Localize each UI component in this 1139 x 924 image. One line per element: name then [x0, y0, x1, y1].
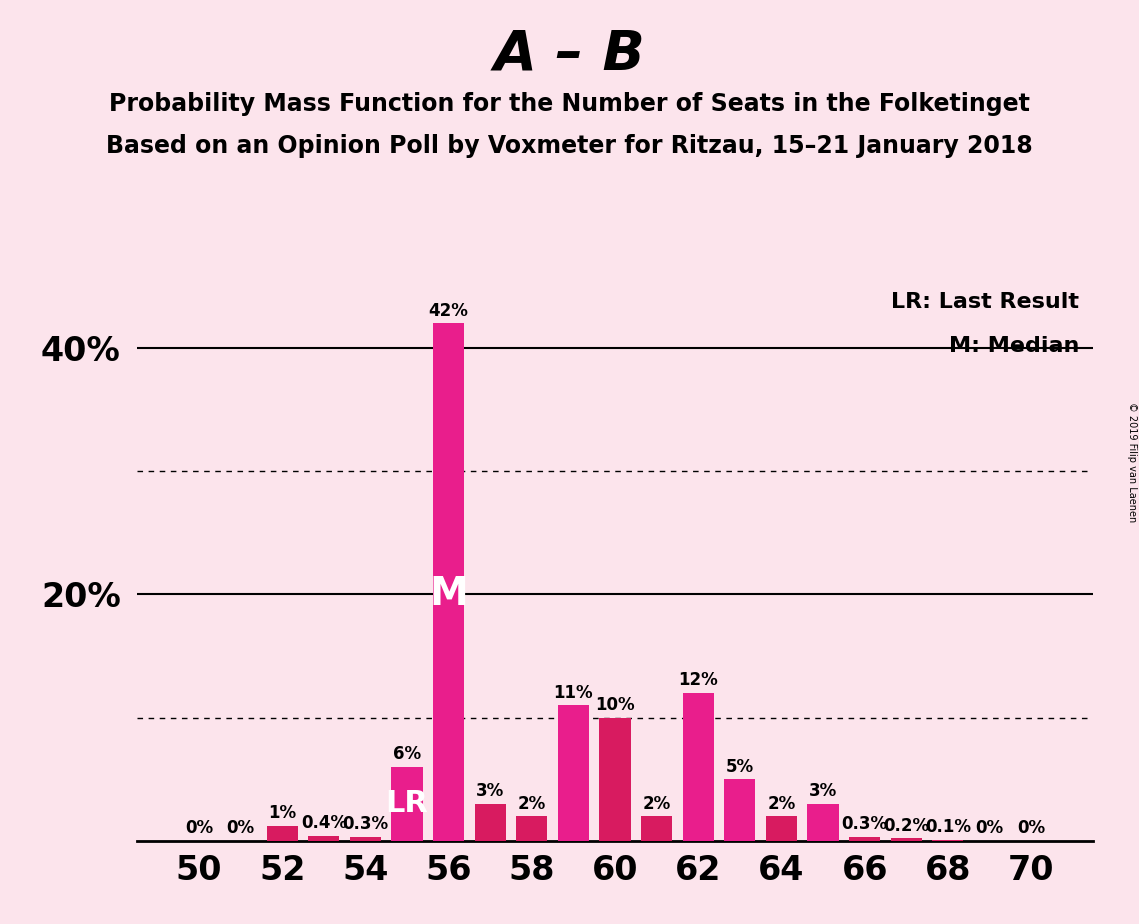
Text: Based on an Opinion Poll by Voxmeter for Ritzau, 15–21 January 2018: Based on an Opinion Poll by Voxmeter for… [106, 134, 1033, 158]
Text: © 2019 Filip van Laenen: © 2019 Filip van Laenen [1126, 402, 1137, 522]
Bar [392, 767, 423, 841]
Text: A – B: A – B [493, 28, 646, 81]
Bar [808, 804, 838, 841]
Bar [558, 705, 589, 841]
Text: 1%: 1% [268, 805, 296, 822]
Text: 10%: 10% [596, 696, 634, 714]
Text: 0.1%: 0.1% [925, 818, 970, 836]
Bar [641, 816, 672, 841]
Text: LR: LR [386, 789, 428, 819]
Text: 0%: 0% [975, 820, 1003, 837]
Bar [891, 838, 921, 841]
Text: 0.3%: 0.3% [842, 816, 887, 833]
Text: 2%: 2% [518, 795, 546, 812]
Text: 42%: 42% [428, 302, 468, 320]
Bar [475, 804, 506, 841]
Text: 0.3%: 0.3% [343, 816, 388, 833]
Bar [350, 837, 382, 841]
Text: M: Median: M: Median [949, 336, 1079, 357]
Bar [724, 779, 755, 841]
Text: 0.4%: 0.4% [301, 814, 347, 833]
Bar [682, 693, 714, 841]
Bar [932, 840, 964, 841]
Text: 0.2%: 0.2% [883, 817, 929, 834]
Text: 3%: 3% [476, 783, 505, 800]
Text: 0%: 0% [185, 820, 213, 837]
Bar [765, 816, 797, 841]
Text: 0%: 0% [1017, 820, 1046, 837]
Bar [433, 323, 465, 841]
Text: 3%: 3% [809, 783, 837, 800]
Bar [309, 836, 339, 841]
Text: M: M [429, 576, 468, 614]
Text: 0%: 0% [227, 820, 255, 837]
Text: Probability Mass Function for the Number of Seats in the Folketinget: Probability Mass Function for the Number… [109, 92, 1030, 116]
Text: 2%: 2% [642, 795, 671, 812]
Text: LR: Last Result: LR: Last Result [891, 292, 1079, 312]
Text: 2%: 2% [768, 795, 795, 812]
Text: 6%: 6% [393, 746, 421, 763]
Text: 12%: 12% [679, 672, 718, 689]
Text: 5%: 5% [726, 758, 754, 775]
Bar [599, 718, 631, 841]
Text: 11%: 11% [554, 684, 593, 701]
Bar [849, 837, 880, 841]
Bar [516, 816, 548, 841]
Bar [267, 826, 298, 841]
